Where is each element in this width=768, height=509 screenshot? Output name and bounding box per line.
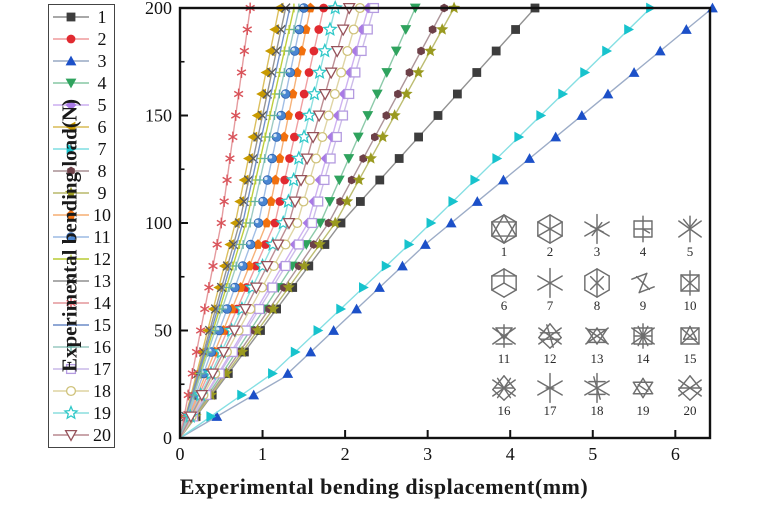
x-tick-label: 3 [423,444,432,464]
legend-item-4: 4 [49,73,114,94]
legend-item-6: 6 [49,117,114,138]
legend-item-18: 18 [49,381,114,402]
legend-label: 16 [93,337,111,357]
legend-item-10: 10 [49,205,114,226]
series-3 [179,2,718,439]
legend-item-3: 3 [49,51,114,72]
legend-item-14: 14 [49,293,114,314]
legend-label: 7 [97,139,107,159]
legend-label: 19 [93,403,111,423]
x-tick-label: 2 [341,444,350,464]
legend-label: 3 [97,51,107,71]
legend-marker-hexagon [53,166,89,176]
y-tick-label: 200 [145,0,172,18]
legend-marker-open-tri-down [53,429,89,442]
legend-item-13: 13 [49,271,114,292]
legend-marker-x [53,276,89,286]
y-tick-label: 100 [145,213,172,233]
series-20 [179,2,356,439]
legend-marker-sphere [53,232,89,242]
legend-item-8: 8 [49,161,114,182]
legend-item-5: 5 [49,95,114,116]
y-tick-label: 150 [145,106,172,126]
legend-item-20: 20 [49,425,114,446]
legend-marker-vplus [53,342,89,352]
legend-marker-asterisk [53,297,89,309]
legend-item-12: 12 [49,249,114,270]
legend-label: 8 [97,161,107,181]
x-tick-label: 5 [588,444,597,464]
y-tick-label: 0 [163,428,172,448]
series-9 [179,1,461,439]
legend-marker-tri-down [53,78,89,89]
legend-label: 14 [93,293,111,313]
legend-marker-tri-left [53,121,89,133]
legend-item-15: 15 [49,315,114,336]
legend-label: 1 [97,7,107,27]
legend-marker-pentagon [53,209,89,220]
x-tick-label: 4 [506,444,515,464]
legend-label: 20 [93,425,111,445]
legend-marker-diamond [53,99,89,111]
series-7 [179,2,656,439]
x-tick-label: 6 [671,444,680,464]
y-axis-title: Experimental bending load(N) [57,98,82,373]
legend-item-17: 17 [49,359,114,380]
series-18 [179,2,366,439]
legend-label: 5 [97,95,107,115]
legend-label: 18 [93,381,111,401]
legend-marker-plus [53,254,89,264]
legend-item-7: 7 [49,139,114,160]
series-15 [179,7,291,439]
x-tick-label: 1 [258,444,267,464]
legend-item-2: 2 [49,29,114,50]
legend: 1 2 3 4 5 6 7 8 9 10 11 12 13 14 15 16 17 18 19 20 [48,4,115,448]
legend-label: 17 [93,359,111,379]
legend-label: 13 [93,271,111,291]
legend-item-19: 19 [49,403,114,424]
x-axis-title: Experimental bending displacement(mm) [179,474,589,499]
legend-item-16: 16 [49,337,114,358]
x-tick-label: 0 [176,444,185,464]
legend-label: 11 [93,227,111,247]
legend-label: 4 [97,73,107,93]
legend-label: 2 [97,29,107,49]
legend-marker-tri-up [53,55,89,66]
legend-label: 6 [97,117,107,137]
legend-marker-none [53,324,89,326]
y-tick-label: 50 [154,321,172,341]
series-16 [179,3,304,439]
legend-item-1: 1 [49,7,114,28]
legend-label: 10 [93,205,111,225]
legend-marker-open-star [53,404,89,420]
tick-labels: 0 1 2 3 4 5 6 0 50 100 150 200 [145,0,680,464]
legend-marker-open-circle [53,385,89,397]
legend-marker-open-square [53,363,89,375]
legend-marker-tri-right [53,143,89,155]
legend-label: 15 [93,315,111,335]
legend-label: 9 [97,183,107,203]
legend-item-11: 11 [49,227,114,248]
legend-label: 12 [93,249,111,269]
legend-marker-star [53,186,89,199]
legend-item-9: 9 [49,183,114,204]
legend-marker-square [53,12,89,22]
legend-marker-circle [53,34,89,44]
